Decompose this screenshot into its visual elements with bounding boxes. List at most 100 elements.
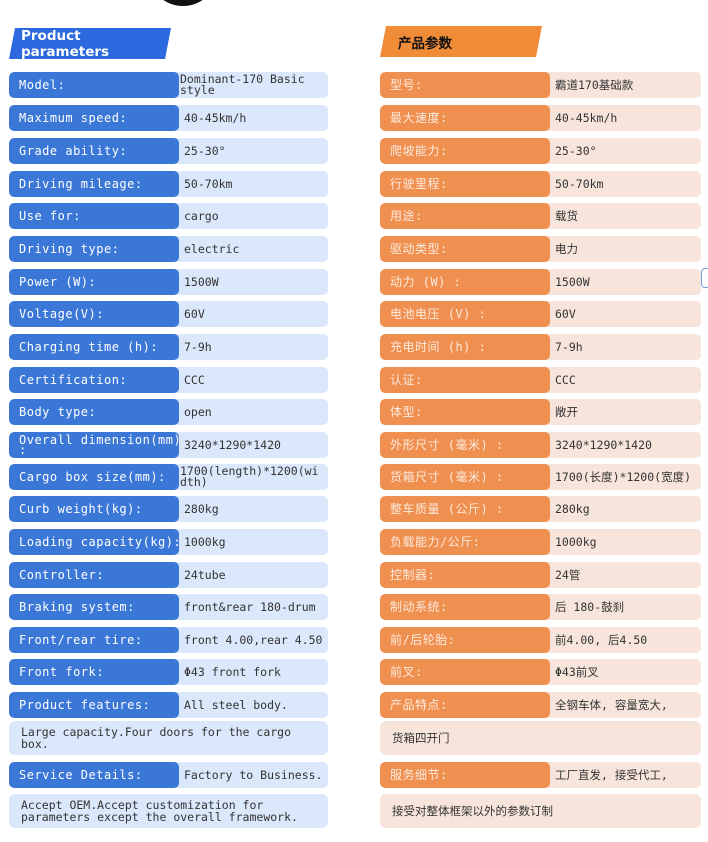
param-label: 驱动类型:	[380, 236, 550, 262]
param-row-en: Loading capacity(kg): 1000kg	[9, 529, 328, 555]
service-label: 服务细节:	[380, 762, 550, 788]
param-value: 后 180-鼓刹	[555, 599, 625, 614]
param-value: electric	[184, 241, 240, 256]
param-value: 40-45km/h	[184, 110, 247, 125]
param-row-en: Product features: All steel body.	[9, 692, 328, 718]
param-value: 1700(length)*1200(wi dth)	[180, 464, 319, 489]
param-row-en: Model: Dominant-170 Basic style	[9, 72, 328, 98]
param-row-cn: 前叉: Φ43前叉	[380, 659, 701, 685]
param-label: Cargo box size(mm):	[9, 464, 179, 490]
param-label: Braking system:	[9, 594, 179, 620]
param-row-cn: 动力 (W) : 1500W	[380, 269, 701, 295]
param-label: Certification:	[9, 367, 179, 393]
param-label: 前叉:	[380, 659, 550, 685]
param-row-en: Braking system: front&rear 180-drum	[9, 594, 328, 620]
param-value: 3240*1290*1420	[555, 437, 652, 452]
param-label: Charging time (h):	[9, 334, 179, 360]
param-value: 1000kg	[184, 534, 226, 549]
param-label: Controller:	[9, 562, 179, 588]
param-value: 60V	[184, 306, 205, 321]
param-row-en: Use for: cargo	[9, 203, 328, 229]
decorative-arc	[148, 0, 218, 6]
param-row-en: Front/rear tire: front 4.00,rear 4.50	[9, 627, 328, 653]
param-row-cn: 充电时间 (h) : 7-9h	[380, 334, 701, 360]
features-note-en: Large capacity.Four doors for the cargo …	[9, 721, 328, 755]
service-value: 工厂直发, 接受代工,	[555, 767, 668, 782]
param-value: front 4.00,rear 4.50	[184, 632, 323, 647]
param-value: open	[184, 404, 212, 419]
param-label: 控制器:	[380, 562, 550, 588]
service-note-cn: 接受对整体框架以外的参数订制	[380, 794, 701, 828]
param-row-en: Cargo box size(mm): 1700(length)*1200(wi …	[9, 464, 328, 490]
param-row-en: Driving type: electric	[9, 236, 328, 262]
param-value: Φ43 front fork	[184, 664, 281, 679]
param-label: 动力 (W) :	[380, 269, 550, 295]
param-row-en: Maximum speed: 40-45km/h	[9, 105, 328, 131]
param-row-en: Grade ability: 25-30°	[9, 138, 328, 164]
param-label: 认证:	[380, 367, 550, 393]
param-label: Maximum speed:	[9, 105, 179, 131]
param-row-cn: 制动系统: 后 180-鼓刹	[380, 594, 701, 620]
param-value: 1700(长度)*1200(宽度)	[555, 469, 692, 484]
param-row-cn: 控制器: 24管	[380, 562, 701, 588]
service-value: Factory to Business.	[184, 767, 323, 782]
param-row-en: Curb weight(kg): 280kg	[9, 496, 328, 522]
param-value: 全钢车体, 容量宽大,	[555, 697, 668, 712]
param-value: Dominant-170 Basic style	[180, 72, 305, 97]
param-value: 25-30°	[555, 143, 597, 158]
param-label: 制动系统:	[380, 594, 550, 620]
edge-tab-icon	[701, 268, 708, 288]
param-label: Curb weight(kg):	[9, 496, 179, 522]
param-value: CCC	[555, 372, 576, 387]
param-label: 前/后轮胎:	[380, 627, 550, 653]
param-value: front&rear 180-drum	[184, 599, 316, 614]
title-banner-cn: 产品参数	[380, 26, 542, 57]
param-row-cn: 整车质量 (公斤) : 280kg	[380, 496, 701, 522]
param-row-en: Driving mileage: 50-70km	[9, 171, 328, 197]
param-row-en: Charging time (h): 7-9h	[9, 334, 328, 360]
param-row-en: Power (W): 1500W	[9, 269, 328, 295]
param-label: 行驶里程:	[380, 171, 550, 197]
param-value: 7-9h	[184, 339, 212, 354]
param-row-en: Front fork: Φ43 front fork	[9, 659, 328, 685]
param-value: 50-70km	[555, 176, 604, 191]
param-row-cn: 前/后轮胎: 前4.00, 后4.50	[380, 627, 701, 653]
param-label: Front/rear tire:	[9, 627, 179, 653]
param-value: CCC	[184, 372, 205, 387]
param-label: Front fork:	[9, 659, 179, 685]
param-value: 敞开	[555, 404, 578, 419]
features-note-cn: 货箱四开门	[380, 721, 701, 755]
param-label: Body type:	[9, 399, 179, 425]
param-value: cargo	[184, 208, 219, 223]
param-value: 24tube	[184, 567, 226, 582]
param-label: 爬坡能力:	[380, 138, 550, 164]
param-label: Driving mileage:	[9, 171, 179, 197]
param-value: 7-9h	[555, 339, 583, 354]
param-row-cn: 驱动类型: 电力	[380, 236, 701, 262]
param-row-cn: 型号: 霸道170基础款	[380, 72, 701, 98]
param-row-cn: 货箱尺寸 (毫米) : 1700(长度)*1200(宽度)	[380, 464, 701, 490]
param-row-cn: 外形尺寸 (毫米) : 3240*1290*1420	[380, 432, 701, 458]
param-label: Model:	[9, 72, 179, 98]
param-label: 用途:	[380, 203, 550, 229]
param-row-cn: 最大速度: 40-45km/h	[380, 105, 701, 131]
param-label: Driving type:	[9, 236, 179, 262]
param-value: 40-45km/h	[555, 110, 618, 125]
param-value: 1500W	[555, 274, 590, 289]
param-value: 60V	[555, 306, 576, 321]
param-label: Power (W):	[9, 269, 179, 295]
title-banner-en: Product parameters	[9, 28, 171, 59]
param-row-cn: 爬坡能力: 25-30°	[380, 138, 701, 164]
param-label: Grade ability:	[9, 138, 179, 164]
param-label: 电池电压 (V) :	[380, 301, 550, 327]
param-value: 1500W	[184, 274, 219, 289]
param-row-en: Overall dimension(mm) :3240*1290*1420	[9, 432, 328, 458]
param-value: All steel body.	[184, 697, 288, 712]
param-row-cn: 产品特点: 全钢车体, 容量宽大,	[380, 692, 701, 718]
param-value: 电力	[555, 241, 578, 256]
param-label: 充电时间 (h) :	[380, 334, 550, 360]
param-label: Product features:	[9, 692, 179, 718]
param-label: 体型:	[380, 399, 550, 425]
param-label: 外形尺寸 (毫米) :	[380, 432, 550, 458]
param-label: Use for:	[9, 203, 179, 229]
